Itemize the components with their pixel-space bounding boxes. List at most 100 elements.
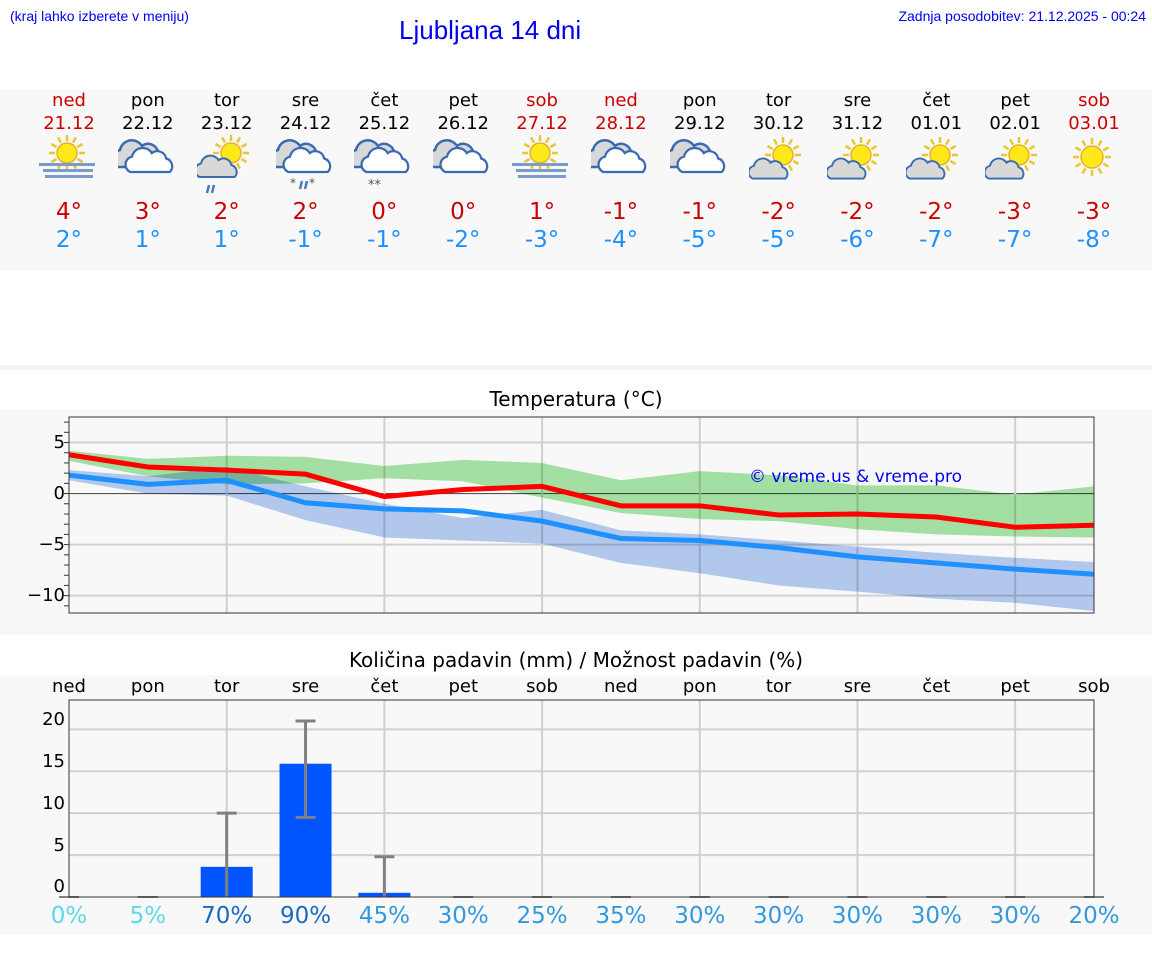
svg-text:*: *	[309, 176, 315, 190]
y-tick-label: 20	[42, 709, 65, 731]
min-temperature: -5°	[761, 227, 796, 253]
sun-cloud-icon	[983, 135, 1045, 195]
precipitation-probability: 35%	[595, 903, 647, 929]
x-tick-label: ned	[603, 676, 638, 697]
day-date: 02.01	[989, 113, 1041, 134]
last-updated: Zadnja posodobitev: 21.12.2025 - 00:24	[898, 8, 1146, 24]
x-tick-label: sre	[291, 676, 320, 697]
x-tick-label: pon	[130, 676, 165, 697]
day-date: 22.12	[122, 113, 174, 134]
max-temperature: 0°	[450, 199, 477, 225]
min-temperature: -2°	[446, 227, 481, 253]
x-tick-label: tor	[765, 676, 792, 697]
fog-sun-icon	[512, 135, 572, 195]
precipitation-chart-background	[0, 675, 1152, 935]
day-name: pon	[682, 90, 717, 111]
day-date: 27.12	[516, 113, 568, 134]
max-temperature: -3°	[997, 199, 1033, 225]
day-name: sob	[526, 90, 558, 111]
x-tick-label: sob	[526, 676, 558, 697]
x-tick-label: tor	[213, 676, 240, 697]
min-temperature: -3°	[524, 227, 560, 253]
min-temperature: -7°	[997, 227, 1033, 253]
day-date: 03.01	[1068, 113, 1120, 134]
svg-text:*: *	[290, 176, 296, 190]
day-name: sre	[291, 90, 320, 111]
max-temperature: -1°	[603, 199, 639, 225]
precipitation-plot-frame	[68, 699, 1095, 898]
min-temperature: -1°	[288, 227, 323, 253]
temperature-chart-title: Temperatura (°C)	[489, 387, 663, 411]
y-tick-label: 15	[42, 751, 65, 773]
precipitation-probability: 30%	[989, 903, 1041, 929]
x-tick-label: pon	[682, 676, 717, 697]
x-tick-label: ned	[52, 676, 86, 697]
precipitation-probability: 30%	[437, 903, 489, 929]
precipitation-probability: 30%	[831, 903, 884, 929]
precipitation-probability: 30%	[674, 903, 726, 929]
day-date: 21.12	[43, 113, 95, 134]
cloudy-icon	[663, 135, 730, 195]
min-temperature: -1°	[367, 227, 402, 253]
max-temperature: 0°	[371, 199, 398, 225]
day-date: 28.12	[595, 113, 647, 134]
day-date: 29.12	[674, 113, 726, 134]
max-temperature: 1°	[528, 199, 556, 225]
forecast-strip	[0, 90, 1152, 270]
min-temperature: -6°	[840, 227, 875, 253]
max-temperature: 4°	[55, 199, 83, 225]
min-temperature: -4°	[603, 227, 639, 253]
precipitation-probability: 0%	[50, 903, 88, 929]
temperature-plot-frame	[68, 416, 1095, 614]
precipitation-probability: 30%	[753, 903, 805, 929]
day-date: 26.12	[437, 113, 489, 134]
day-name: pet	[448, 90, 478, 111]
precipitation-chart-title: Količina padavin (mm) / Možnost padavin …	[348, 648, 804, 672]
min-temperature-line	[68, 472, 1095, 577]
precipitation-probability: 90%	[279, 903, 332, 929]
day-date: 24.12	[279, 113, 332, 134]
day-date: 25.12	[358, 113, 411, 134]
day-name: pet	[1000, 90, 1030, 111]
min-temperature: -7°	[919, 227, 954, 253]
max-temperature: -2°	[919, 199, 954, 225]
sun-cloud-icon	[826, 135, 887, 195]
x-tick-label: sre	[843, 676, 872, 697]
divider	[0, 365, 1152, 370]
day-name: ned	[52, 90, 86, 111]
watermark: © vreme.us & vreme.pro	[749, 467, 963, 487]
max-temperature: -3°	[1076, 199, 1112, 225]
precipitation-probability: 45%	[358, 903, 410, 929]
day-name: tor	[765, 90, 792, 111]
day-name: sre	[843, 90, 872, 111]
max-temperature: 3°	[134, 199, 161, 225]
sun-icon	[1064, 135, 1124, 195]
precipitation-probability: 25%	[516, 903, 568, 929]
max-temperature: 2°	[292, 199, 319, 225]
sun-cloud-icon	[747, 135, 809, 195]
cloudy-icon	[111, 135, 178, 195]
min-temperature: 1°	[134, 227, 161, 253]
page-title: Ljubljana 14 dni	[399, 15, 582, 45]
x-tick-label: čet	[370, 676, 399, 697]
location-menu-hint: (kraj lahko izberete v meniju)	[10, 8, 189, 24]
max-temperature: 2°	[213, 199, 240, 225]
min-temperature: 2°	[55, 227, 83, 253]
sun-cloud-rain-icon	[193, 135, 257, 195]
day-date: 23.12	[200, 113, 253, 134]
precipitation-probability: 5%	[129, 903, 167, 929]
x-tick-label: sob	[1078, 676, 1110, 697]
svg-text:**: **	[368, 178, 382, 193]
precipitation-probability: 70%	[201, 903, 253, 929]
day-name: čet	[370, 90, 399, 111]
x-tick-label: pet	[1000, 676, 1030, 697]
day-date: 30.12	[752, 113, 805, 134]
max-temperature: -2°	[761, 199, 796, 225]
fog-sun-icon	[39, 135, 99, 195]
y-tick-label: 0	[53, 876, 65, 897]
precipitation-probability: 30%	[910, 903, 962, 929]
day-date: 01.01	[910, 113, 963, 134]
y-tick-label: 10	[42, 793, 65, 815]
max-temperature: -1°	[682, 199, 717, 225]
